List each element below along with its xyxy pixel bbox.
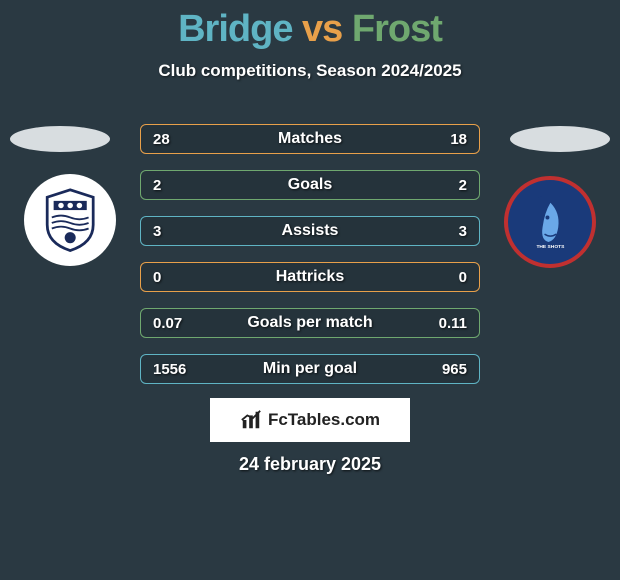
stat-row: 28 Matches 18 — [140, 124, 480, 154]
date-text: 24 february 2025 — [0, 454, 620, 475]
brand-box: FcTables.com — [210, 398, 410, 442]
brand-text: FcTables.com — [268, 410, 380, 430]
stat-row: 3 Assists 3 — [140, 216, 480, 246]
stat-right-value: 0.11 — [439, 315, 467, 332]
stat-row: 2 Goals 2 — [140, 170, 480, 200]
player2-shadow-oval — [510, 126, 610, 152]
stat-right-value: 18 — [450, 131, 467, 148]
stat-label: Goals per match — [247, 314, 372, 332]
subtitle: Club competitions, Season 2024/2025 — [0, 61, 620, 81]
stat-right-value: 3 — [459, 223, 467, 240]
stat-label: Goals — [288, 176, 332, 194]
stat-left-value: 0.07 — [153, 315, 182, 332]
player2-name: Frost — [352, 8, 442, 50]
stat-right-value: 965 — [442, 361, 467, 378]
stat-row: 0.07 Goals per match 0.11 — [140, 308, 480, 338]
stat-row: 1556 Min per goal 965 — [140, 354, 480, 384]
stat-label: Min per goal — [263, 360, 357, 378]
player1-shadow-oval — [10, 126, 110, 152]
stat-left-value: 2 — [153, 177, 161, 194]
stat-row: 0 Hattricks 0 — [140, 262, 480, 292]
stat-right-value: 0 — [459, 269, 467, 286]
stat-label: Hattricks — [276, 268, 344, 286]
aldershot-town-badge: THE SHOTS — [504, 176, 596, 268]
stat-left-value: 3 — [153, 223, 161, 240]
stat-right-value: 2 — [459, 177, 467, 194]
stats-container: 28 Matches 18 2 Goals 2 3 Assists 3 0 Hattricks 0 0.… — [140, 124, 480, 400]
stat-label: Matches — [278, 130, 342, 148]
stat-left-value: 1556 — [153, 361, 186, 378]
stat-label: Assists — [282, 222, 339, 240]
comparison-title: Bridge vs Frost — [0, 0, 620, 51]
svg-text:THE SHOTS: THE SHOTS — [536, 243, 565, 249]
club-crest-icon: THE SHOTS — [521, 193, 580, 252]
stat-left-value: 28 — [153, 131, 170, 148]
southend-united-badge — [24, 174, 116, 266]
vs-text: vs — [302, 8, 342, 50]
stat-left-value: 0 — [153, 269, 161, 286]
chart-icon — [240, 409, 262, 431]
player1-name: Bridge — [178, 8, 292, 50]
club-crest-icon — [38, 188, 102, 252]
